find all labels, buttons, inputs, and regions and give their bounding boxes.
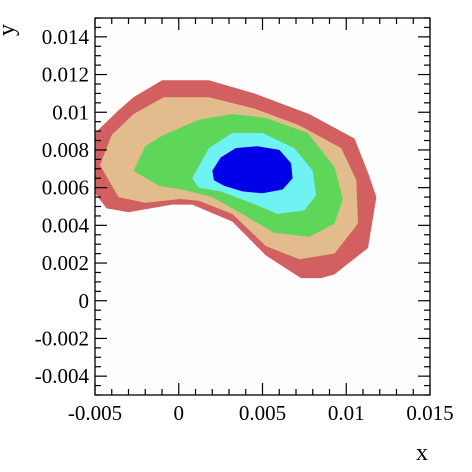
x-tick-label: 0.005 (239, 401, 286, 425)
x-axis-tick-labels: -0.005 0 0.005 0.01 0.015 (68, 401, 454, 425)
y-tick-label: -0.004 (35, 364, 90, 388)
y-tick-label: 0.002 (42, 251, 89, 275)
x-tick-label: -0.005 (68, 401, 122, 425)
y-axis-ticks (95, 17, 430, 396)
plot-area (94, 17, 431, 396)
y-tick-label: 0.008 (42, 138, 89, 162)
y-tick-label: 0.006 (42, 176, 89, 200)
y-tick-label: 0.014 (42, 25, 90, 49)
y-axis-title: y (0, 24, 20, 36)
x-tick-label: 0.01 (328, 401, 365, 425)
y-tick-label: 0.01 (52, 100, 89, 124)
x-tick-label: 0.015 (406, 401, 453, 425)
y-axis-tick-labels: -0.004 -0.002 0 0.002 0.004 0.006 0.008 0.01 0.0… (35, 25, 90, 388)
y-tick-label: 0.004 (42, 213, 90, 237)
y-tick-label: 0 (79, 289, 90, 313)
contour-level-5 (212, 146, 293, 194)
y-tick-label: 0.012 (42, 63, 89, 87)
x-tick-label: 0 (174, 401, 185, 425)
contour-fills (95, 80, 377, 279)
x-axis-ticks (94, 18, 431, 395)
x-axis-title: x (416, 440, 428, 466)
y-tick-label: -0.002 (35, 326, 89, 350)
